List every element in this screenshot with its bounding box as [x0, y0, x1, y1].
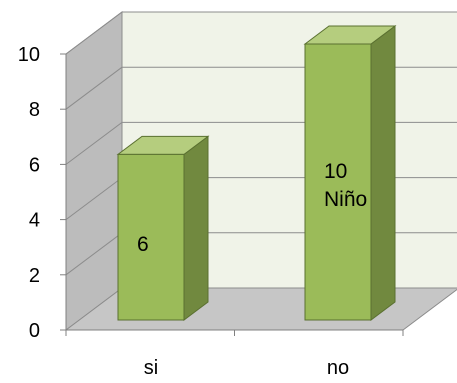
bar-side-no	[370, 25, 396, 321]
gridline-side	[65, 232, 123, 276]
axes-group: 0 2 4 6 8 10 si no	[18, 44, 404, 379]
x-tick-label-no: no	[327, 357, 349, 378]
bar-side-si	[183, 135, 209, 321]
data-label-series-no: Niño	[324, 188, 367, 211]
gridline-side	[65, 66, 123, 110]
gridline-side	[65, 177, 123, 221]
y-tick-label: 2	[29, 265, 40, 287]
data-labels-group: 6 10 Niño	[137, 160, 367, 256]
side-wall	[65, 11, 123, 331]
y-tick-label: 10	[18, 44, 40, 66]
data-label-value-si: 6	[137, 233, 149, 256]
y-tick-label: 0	[29, 320, 40, 342]
x-tick-label-si: si	[144, 357, 158, 378]
y-tick-label: 4	[29, 210, 40, 232]
data-label-value-no: 10	[324, 160, 347, 183]
bar-no	[304, 43, 372, 321]
gridline-side	[65, 122, 123, 165]
y-tick-label: 8	[29, 99, 40, 121]
bars-group	[116, 25, 397, 321]
y-tick-label: 6	[29, 154, 40, 176]
bar-si	[117, 153, 185, 321]
gridline-side	[65, 11, 123, 55]
